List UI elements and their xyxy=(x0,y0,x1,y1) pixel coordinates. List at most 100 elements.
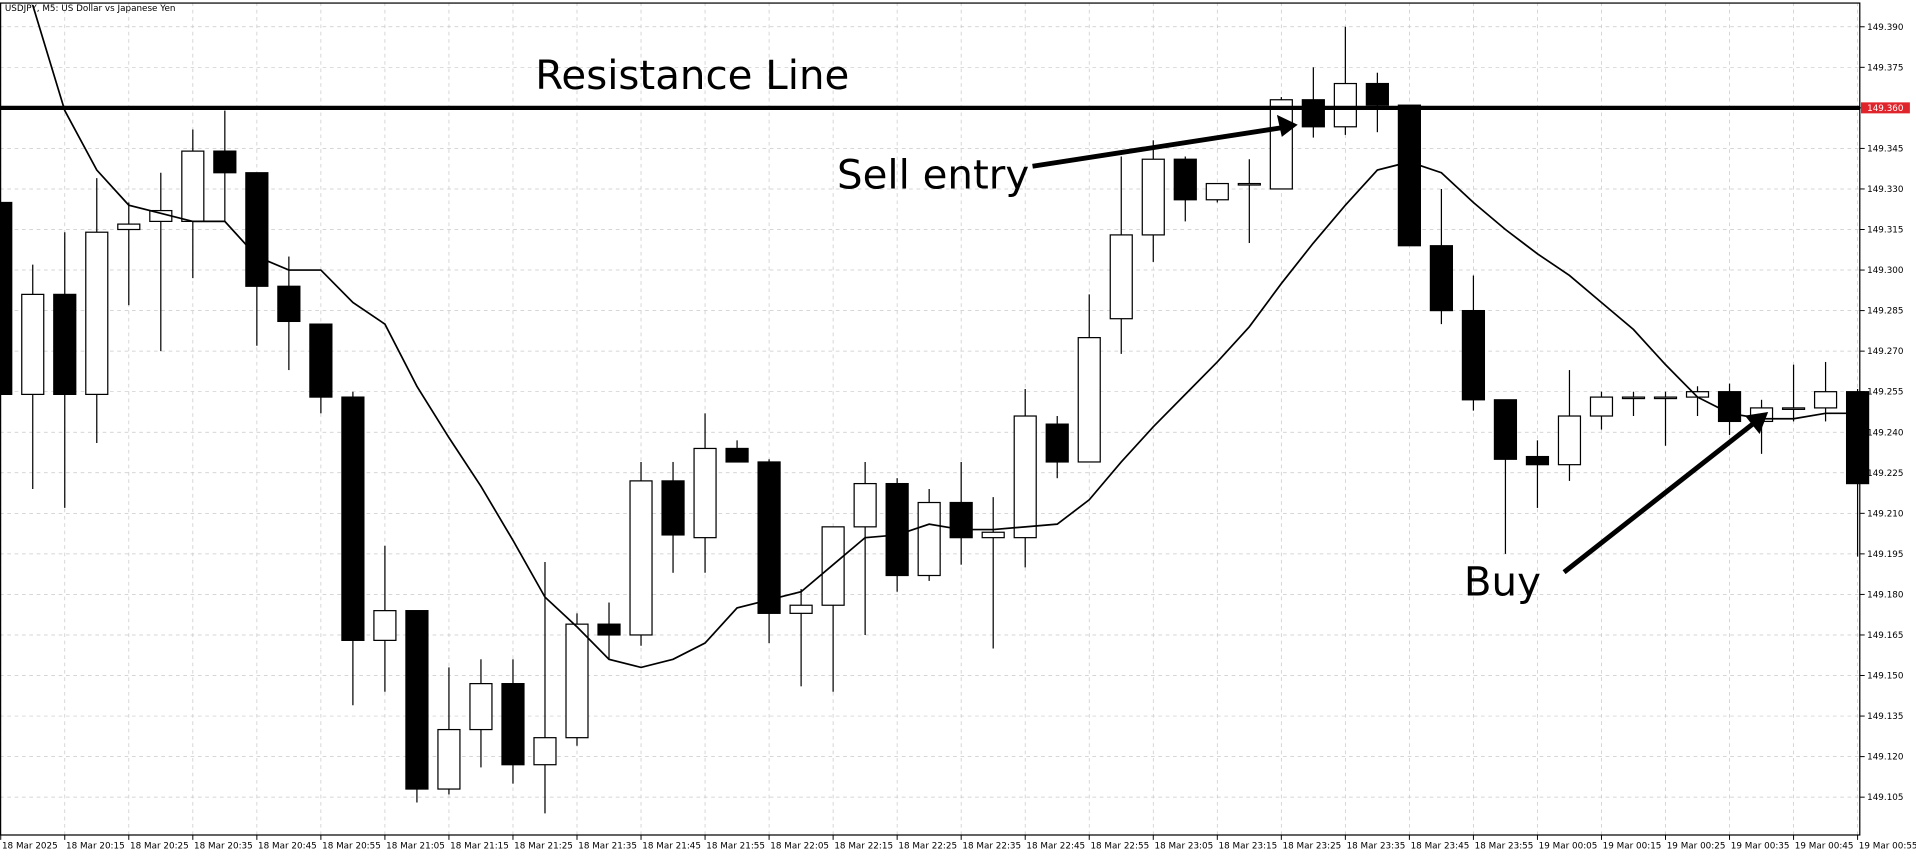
candle-body xyxy=(533,737,557,766)
plot-frame xyxy=(0,2,1861,836)
candle-body xyxy=(341,396,365,641)
candle-body xyxy=(405,610,429,790)
x-tick-label: 18 Mar 22:45 xyxy=(1026,841,1085,851)
x-tick-label: 18 Mar 23:15 xyxy=(1219,841,1278,851)
y-tick-label: 149.150 xyxy=(1867,672,1904,682)
candle-body xyxy=(1813,391,1838,409)
y-tick-label: 149.195 xyxy=(1867,550,1903,560)
candle-body xyxy=(501,683,525,766)
chart-title: USDJPY, M5: US Dollar vs Japanese Yen xyxy=(5,4,176,14)
x-tick-label: 18 Mar 20:15 xyxy=(66,841,125,851)
x-tick-label: 18 Mar 23:35 xyxy=(1347,841,1406,851)
plot xyxy=(0,4,1870,814)
y-tick-label: 149.330 xyxy=(1867,185,1904,195)
candle-body xyxy=(277,285,301,323)
candle-body xyxy=(245,172,269,287)
x-tick-label: 18 Mar 21:55 xyxy=(706,841,765,851)
candle-body xyxy=(885,482,909,577)
x-tick-label: 19 Mar 00:15 xyxy=(1603,841,1662,851)
candle-body xyxy=(373,610,397,641)
y-tick-label: 149.345 xyxy=(1867,144,1903,154)
candle-body xyxy=(21,293,45,396)
y-tick-label: 149.225 xyxy=(1867,469,1903,479)
sell-arrow-head xyxy=(1276,114,1298,137)
candle-body xyxy=(1269,99,1293,190)
x-tick-label: 19 Mar 00:35 xyxy=(1731,841,1790,851)
y-tick-label: 149.105 xyxy=(1867,793,1903,803)
candle-body xyxy=(437,728,461,790)
candle-body xyxy=(1429,245,1454,312)
candle-body xyxy=(1781,407,1806,410)
y-tick-label: 149.135 xyxy=(1867,712,1903,722)
x-tick-label: 18 Mar 22:15 xyxy=(834,841,893,851)
candle-body xyxy=(821,526,845,606)
candle-body xyxy=(565,623,589,739)
y-tick-label: 149.285 xyxy=(1867,307,1903,317)
candle-body xyxy=(789,604,813,614)
y-tick-label: 149.210 xyxy=(1867,509,1904,519)
candle-body xyxy=(1365,82,1389,106)
candle-body xyxy=(1301,99,1325,128)
y-tick-label: 149.375 xyxy=(1867,63,1903,73)
candle-body xyxy=(213,150,237,174)
candle-body xyxy=(1109,234,1133,320)
candle-body xyxy=(981,531,1005,539)
x-tick-label: 18 Mar 21:25 xyxy=(514,841,573,851)
x-tick-label: 18 Mar 21:05 xyxy=(386,841,445,851)
y-tick-label: 149.390 xyxy=(1867,23,1904,33)
x-tick-label: 18 Mar 20:45 xyxy=(258,841,317,851)
candle-body xyxy=(1845,391,1870,485)
candle-body xyxy=(1077,337,1101,463)
candle-body xyxy=(1589,396,1614,417)
candle-body xyxy=(1173,158,1197,201)
candle-body xyxy=(757,461,781,614)
x-tick-label: 18 Mar 20:35 xyxy=(194,841,253,851)
x-tick-label: 18 Mar 2025 xyxy=(2,841,58,851)
candle-body xyxy=(181,150,205,223)
x-tick-label: 19 Mar 00:05 xyxy=(1539,841,1598,851)
candle-body xyxy=(1493,399,1518,460)
candle-body xyxy=(1397,104,1421,247)
x-tick-label: 18 Mar 22:05 xyxy=(770,841,829,851)
y-tick-label: 149.315 xyxy=(1867,226,1903,236)
candle-body xyxy=(1717,391,1742,423)
annotation-sell: Sell entry xyxy=(837,151,1029,198)
candle-body xyxy=(1557,415,1582,466)
x-tick-label: 18 Mar 20:25 xyxy=(130,841,189,851)
candle-body xyxy=(853,482,877,528)
candle-body xyxy=(661,480,685,536)
candle-body xyxy=(53,293,77,396)
candle-body xyxy=(1461,309,1486,401)
x-tick-label: 18 Mar 21:15 xyxy=(450,841,509,851)
y-tick-label: 149.255 xyxy=(1867,388,1903,398)
candle-body xyxy=(1141,158,1165,236)
candle-body xyxy=(1621,396,1646,400)
candle-body xyxy=(1013,415,1037,539)
candle-body xyxy=(949,501,973,539)
x-tick-label: 18 Mar 23:25 xyxy=(1283,841,1342,851)
x-tick-label: 18 Mar 22:55 xyxy=(1090,841,1149,851)
y-tick-label: 149.180 xyxy=(1867,590,1904,600)
candle-body xyxy=(117,223,141,231)
x-tick-label: 18 Mar 20:55 xyxy=(322,841,381,851)
x-tick-label: 18 Mar 23:45 xyxy=(1411,841,1470,851)
x-tick-label: 18 Mar 21:35 xyxy=(578,841,637,851)
x-tick-label: 18 Mar 21:45 xyxy=(642,841,701,851)
candle-body xyxy=(0,201,13,396)
y-tick-label: 149.300 xyxy=(1867,266,1904,276)
annotation-resistance: Resistance Line xyxy=(535,52,849,99)
candle-body xyxy=(629,480,653,636)
candle-body xyxy=(469,683,493,731)
y-tick-label: 149.165 xyxy=(1867,631,1903,641)
candle-body xyxy=(1653,396,1678,400)
x-tick-label: 18 Mar 22:25 xyxy=(898,841,957,851)
candle-body xyxy=(1525,455,1550,466)
y-tick-label: 149.120 xyxy=(1867,753,1904,763)
buy-arrow xyxy=(1562,418,1759,575)
x-tick-label: 18 Mar 23:55 xyxy=(1475,841,1534,851)
price-tag-label: 149.360 xyxy=(1867,104,1904,114)
candle-body xyxy=(597,623,621,636)
candle-body xyxy=(85,231,109,396)
y-tick-label: 149.270 xyxy=(1867,347,1904,357)
